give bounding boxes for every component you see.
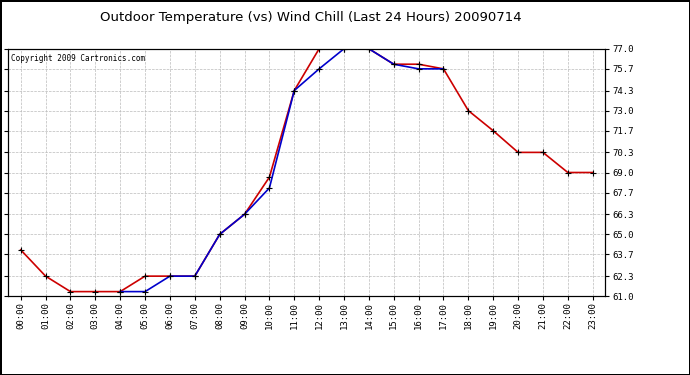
Text: Outdoor Temperature (vs) Wind Chill (Last 24 Hours) 20090714: Outdoor Temperature (vs) Wind Chill (Las…	[99, 11, 522, 24]
Text: Copyright 2009 Cartronics.com: Copyright 2009 Cartronics.com	[11, 54, 146, 63]
